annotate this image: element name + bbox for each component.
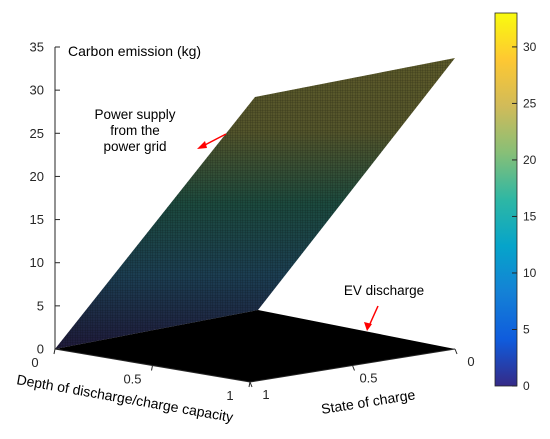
ev-discharge-arrow xyxy=(368,305,379,327)
colorbar: 0 5 10 15 20 25 30 xyxy=(494,12,537,393)
x-tick-label: 1 xyxy=(226,388,233,403)
grid-supply-label-line-3: power grid xyxy=(103,139,166,154)
grid-supply-label-line-2: from the xyxy=(110,123,160,138)
ev-discharge-label: EV discharge xyxy=(344,283,424,298)
z-tick-label: 5 xyxy=(37,298,44,313)
ev-discharge-annotation: EV discharge xyxy=(344,283,424,331)
colorbar-tick-label: 5 xyxy=(523,322,530,336)
colorbar-ticks: 0 5 10 15 20 25 30 xyxy=(512,40,537,393)
x-tick-mark xyxy=(151,365,153,371)
colorbar-tick-label: 20 xyxy=(523,153,537,167)
y-tick-mark xyxy=(249,381,253,388)
colorbar-tick-label: 30 xyxy=(523,40,537,54)
z-tick-label: 10 xyxy=(30,255,44,270)
ev-discharge-surface-mesh xyxy=(55,310,455,382)
z-tick-label: 0 xyxy=(37,342,44,357)
colorbar-tick-label: 15 xyxy=(523,209,537,223)
grid-supply-label-line-1: Power supply xyxy=(94,107,175,122)
x-axis-ticks: 00.51 xyxy=(31,348,251,403)
z-tick-label: 15 xyxy=(30,212,44,227)
grid-supply-arrowhead xyxy=(197,141,207,149)
z-tick-label: 35 xyxy=(30,40,44,55)
ev-discharge-arrowhead xyxy=(364,322,372,331)
z-tick-label: 20 xyxy=(30,169,44,184)
y-tick-label: 0.5 xyxy=(359,371,377,386)
z-axis-ticks: 0 5 10 15 20 25 30 35 xyxy=(30,40,60,357)
grid-supply-annotation: Power supply from the power grid xyxy=(94,107,227,154)
z-tick-label: 30 xyxy=(30,83,44,98)
plot-area xyxy=(55,58,455,382)
colorbar-tick-label: 25 xyxy=(523,96,537,110)
x-tick-label: 0.5 xyxy=(123,372,141,387)
y-tick-mark xyxy=(352,365,355,371)
x-tick-label: 0 xyxy=(31,355,38,370)
z-axis-label: Carbon emission (kg) xyxy=(68,43,201,59)
y-tick-label: 1 xyxy=(262,387,269,402)
grid-supply-surface-mesh xyxy=(55,58,455,349)
y-axis-ticks: 00.51 xyxy=(249,348,475,402)
y-axis-label: State of charge xyxy=(320,386,416,417)
z-tick-label: 25 xyxy=(30,126,44,141)
x-tick-mark xyxy=(53,348,56,355)
colorbar-tick-label: 10 xyxy=(523,266,537,280)
y-tick-label: 0 xyxy=(467,354,474,369)
colorbar-gradient xyxy=(494,12,518,387)
y-tick-mark xyxy=(454,348,458,355)
colorbar-tick-label: 0 xyxy=(523,379,530,393)
